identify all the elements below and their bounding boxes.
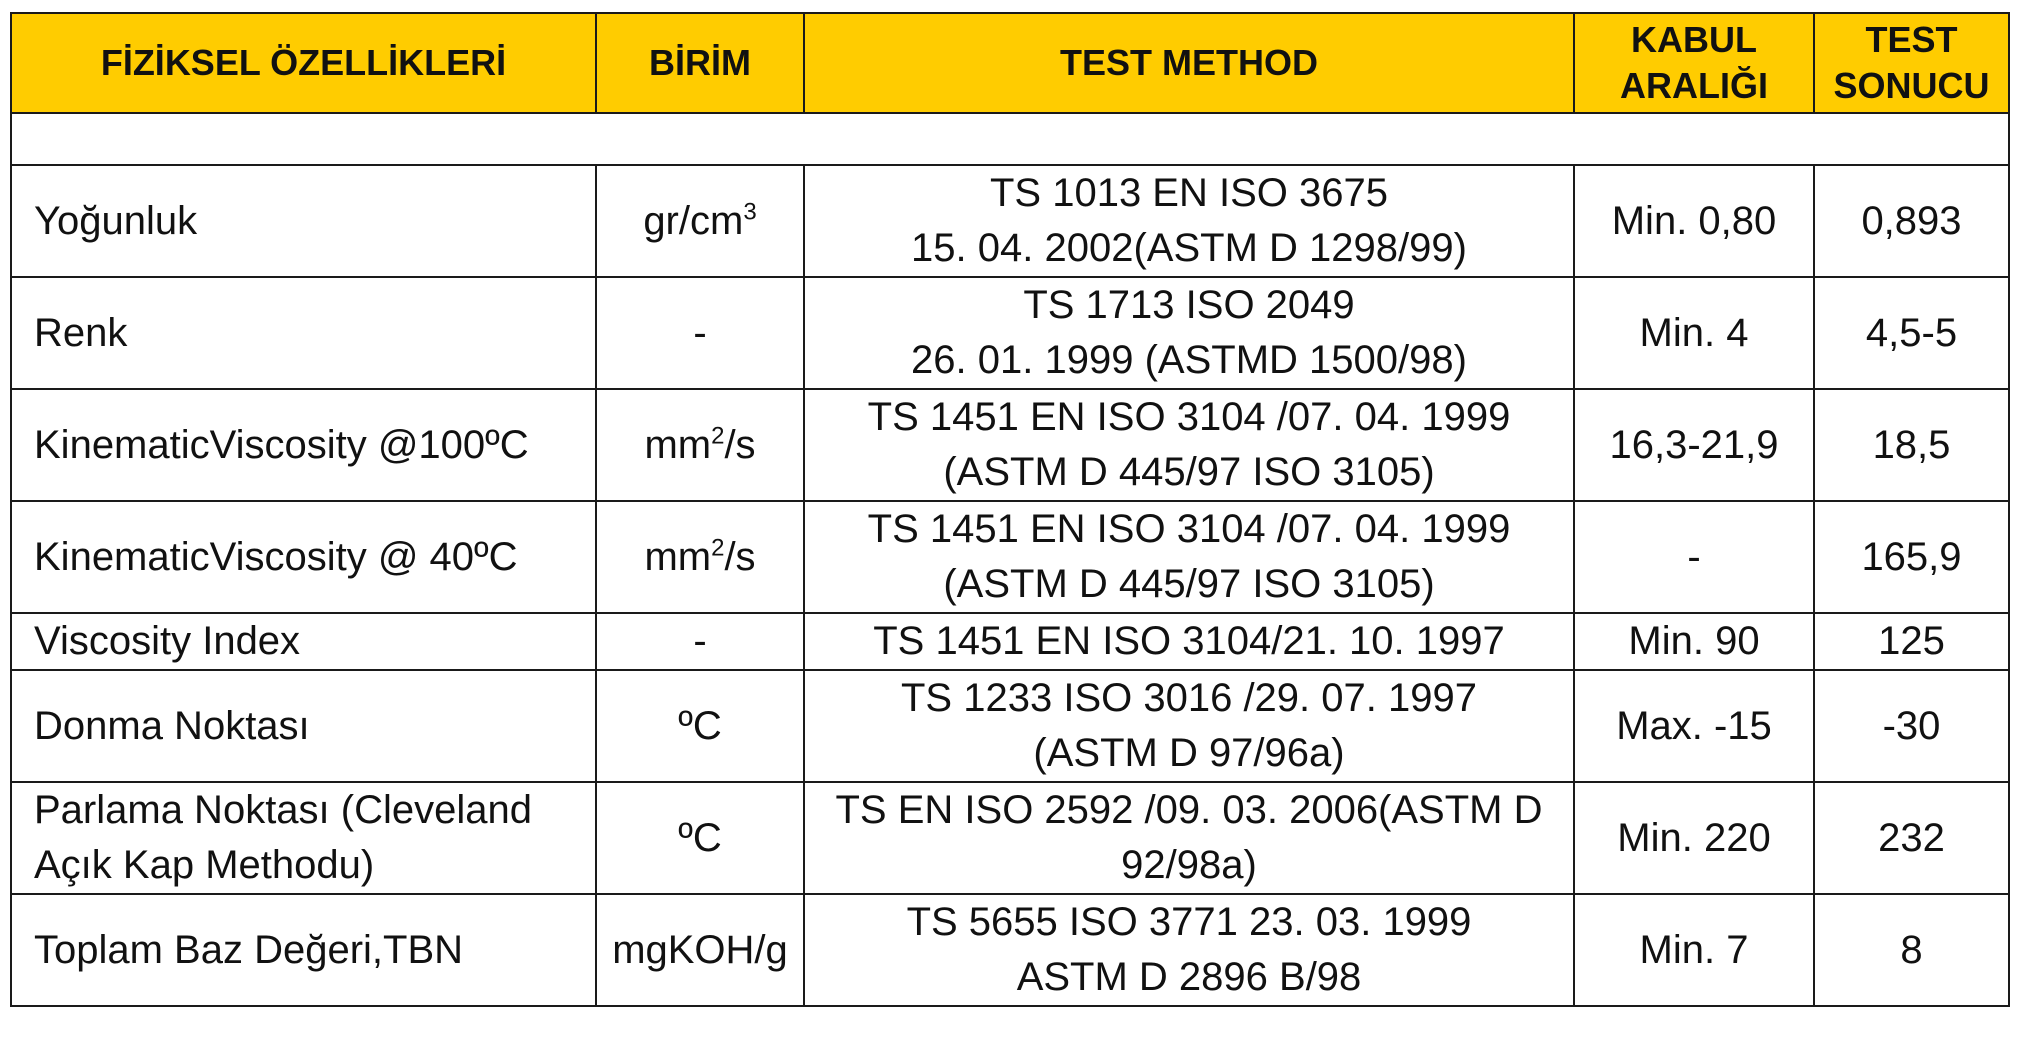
table-row: Renk - TS 1713 ISO 2049 26. 01. 1999 (AS… [10,276,2010,390]
empty-spacer-cell [10,112,2010,166]
empty-spacer-row [10,112,2010,166]
test-method-line2: (ASTM D 97/96a) [1033,731,1345,775]
test-method-line2: 26. 01. 1999 (ASTMD 1500/98) [911,338,1467,382]
table-header-row: FİZİKSEL ÖZELLİKLERİ BİRİM TEST METHOD K… [10,12,2010,114]
unit-cell: gr/cm3 [595,164,805,278]
test-result-cell: 8 [1813,893,2010,1007]
test-method-cell: TS 1451 EN ISO 3104 /07. 04. 1999 (ASTM … [803,388,1575,502]
unit-cell: ºC [595,781,805,895]
acceptance-range-cell: Min. 7 [1573,893,1815,1007]
unit-base: mm [644,422,712,467]
header-test-result: TEST SONUCU [1813,12,2010,114]
header-acceptance-range-line1: KABUL [1631,19,1757,60]
header-property: FİZİKSEL ÖZELLİKLERİ [10,12,597,114]
test-method-cell: TS EN ISO 2592 /09. 03. 2006(ASTM D 92/9… [803,781,1575,895]
test-result-cell: 165,9 [1813,500,2010,614]
property-cell: Renk [10,276,597,390]
unit-base: mm [644,534,712,579]
unit-cell: - [595,276,805,390]
table-row: KinematicViscosity @100ºC mm2/s TS 1451 … [10,388,2010,502]
property-cell: Yoğunluk [10,164,597,278]
unit-cell: mm2/s [595,500,805,614]
property-cell: Parlama Noktası (Cleveland Açık Kap Meth… [10,781,597,895]
header-acceptance-range: KABUL ARALIĞI [1573,12,1815,114]
header-test-result-line2: SONUCU [1833,65,1990,106]
test-result-cell: 0,893 [1813,164,2010,278]
test-method-line1: TS 1713 ISO 2049 [1023,283,1355,327]
property-line2: Açık Kap Methodu) [34,843,375,887]
property-cell: Viscosity Index [10,612,597,671]
unit-superscript: 2 [711,422,725,450]
unit-cell: ºC [595,669,805,783]
unit-superscript: 3 [743,198,757,226]
header-test-result-line1: TEST [1865,19,1958,60]
test-result-cell: -30 [1813,669,2010,783]
unit-superscript: 2 [711,534,725,562]
acceptance-range-cell: - [1573,500,1815,614]
unit-base: gr/cm [643,198,744,243]
test-result-cell: 4,5-5 [1813,276,2010,390]
acceptance-range-cell: 16,3-21,9 [1573,388,1815,502]
test-method-line1: TS 1451 EN ISO 3104 /07. 04. 1999 [867,395,1511,439]
property-cell: KinematicViscosity @ 40ºC [10,500,597,614]
test-method-line1: TS 1013 EN ISO 3675 [989,171,1388,215]
test-method-line1: TS 1451 EN ISO 3104/21. 10. 1997 [873,619,1505,663]
test-result-cell: 125 [1813,612,2010,671]
acceptance-range-cell: Min. 220 [1573,781,1815,895]
test-method-cell: TS 1713 ISO 2049 26. 01. 1999 (ASTMD 150… [803,276,1575,390]
unit-tail: /s [724,534,756,579]
test-method-cell: TS 5655 ISO 3771 23. 03. 1999 ASTM D 289… [803,893,1575,1007]
table-row: Parlama Noktası (Cleveland Açık Kap Meth… [10,781,2010,895]
test-method-line2: 92/98a) [1121,843,1257,887]
header-acceptance-range-line2: ARALIĞI [1620,65,1768,106]
unit-cell: - [595,612,805,671]
property-cell: Toplam Baz Değeri,TBN [10,893,597,1007]
test-method-line1: TS EN ISO 2592 /09. 03. 2006(ASTM D [835,788,1543,832]
test-method-cell: TS 1013 EN ISO 3675 15. 04. 2002(ASTM D … [803,164,1575,278]
test-result-cell: 232 [1813,781,2010,895]
property-line1: Parlama Noktası (Cleveland [34,788,532,832]
test-method-line1: TS 1233 ISO 3016 /29. 07. 1997 [901,676,1477,720]
unit-cell: mgKOH/g [595,893,805,1007]
header-unit: BİRİM [595,12,805,114]
table-row: Donma Noktası ºC TS 1233 ISO 3016 /29. 0… [10,669,2010,783]
table-row: KinematicViscosity @ 40ºC mm2/s TS 1451 … [10,500,2010,614]
physical-properties-table: FİZİKSEL ÖZELLİKLERİ BİRİM TEST METHOD K… [10,12,2010,1007]
unit-tail: /s [724,422,756,467]
test-method-cell: TS 1233 ISO 3016 /29. 07. 1997 (ASTM D 9… [803,669,1575,783]
test-result-cell: 18,5 [1813,388,2010,502]
test-method-line1: TS 5655 ISO 3771 23. 03. 1999 [906,900,1472,944]
acceptance-range-cell: Min. 4 [1573,276,1815,390]
acceptance-range-cell: Min. 90 [1573,612,1815,671]
test-method-line2: ASTM D 2896 B/98 [1016,955,1362,999]
test-method-line1: TS 1451 EN ISO 3104 /07. 04. 1999 [867,507,1511,551]
acceptance-range-cell: Min. 0,80 [1573,164,1815,278]
test-method-cell: TS 1451 EN ISO 3104 /07. 04. 1999 (ASTM … [803,500,1575,614]
property-cell: KinematicViscosity @100ºC [10,388,597,502]
test-method-cell: TS 1451 EN ISO 3104/21. 10. 1997 [803,612,1575,671]
table-row: Viscosity Index - TS 1451 EN ISO 3104/21… [10,612,2010,671]
acceptance-range-cell: Max. -15 [1573,669,1815,783]
property-cell: Donma Noktası [10,669,597,783]
table-row: Toplam Baz Değeri,TBN mgKOH/g TS 5655 IS… [10,893,2010,1007]
test-method-line2: (ASTM D 445/97 ISO 3105) [943,562,1435,606]
table-row: Yoğunluk gr/cm3 TS 1013 EN ISO 3675 15. … [10,164,2010,278]
test-method-line2: (ASTM D 445/97 ISO 3105) [943,450,1435,494]
test-method-line2: 15. 04. 2002(ASTM D 1298/99) [911,226,1467,270]
header-test-method: TEST METHOD [803,12,1575,114]
unit-cell: mm2/s [595,388,805,502]
